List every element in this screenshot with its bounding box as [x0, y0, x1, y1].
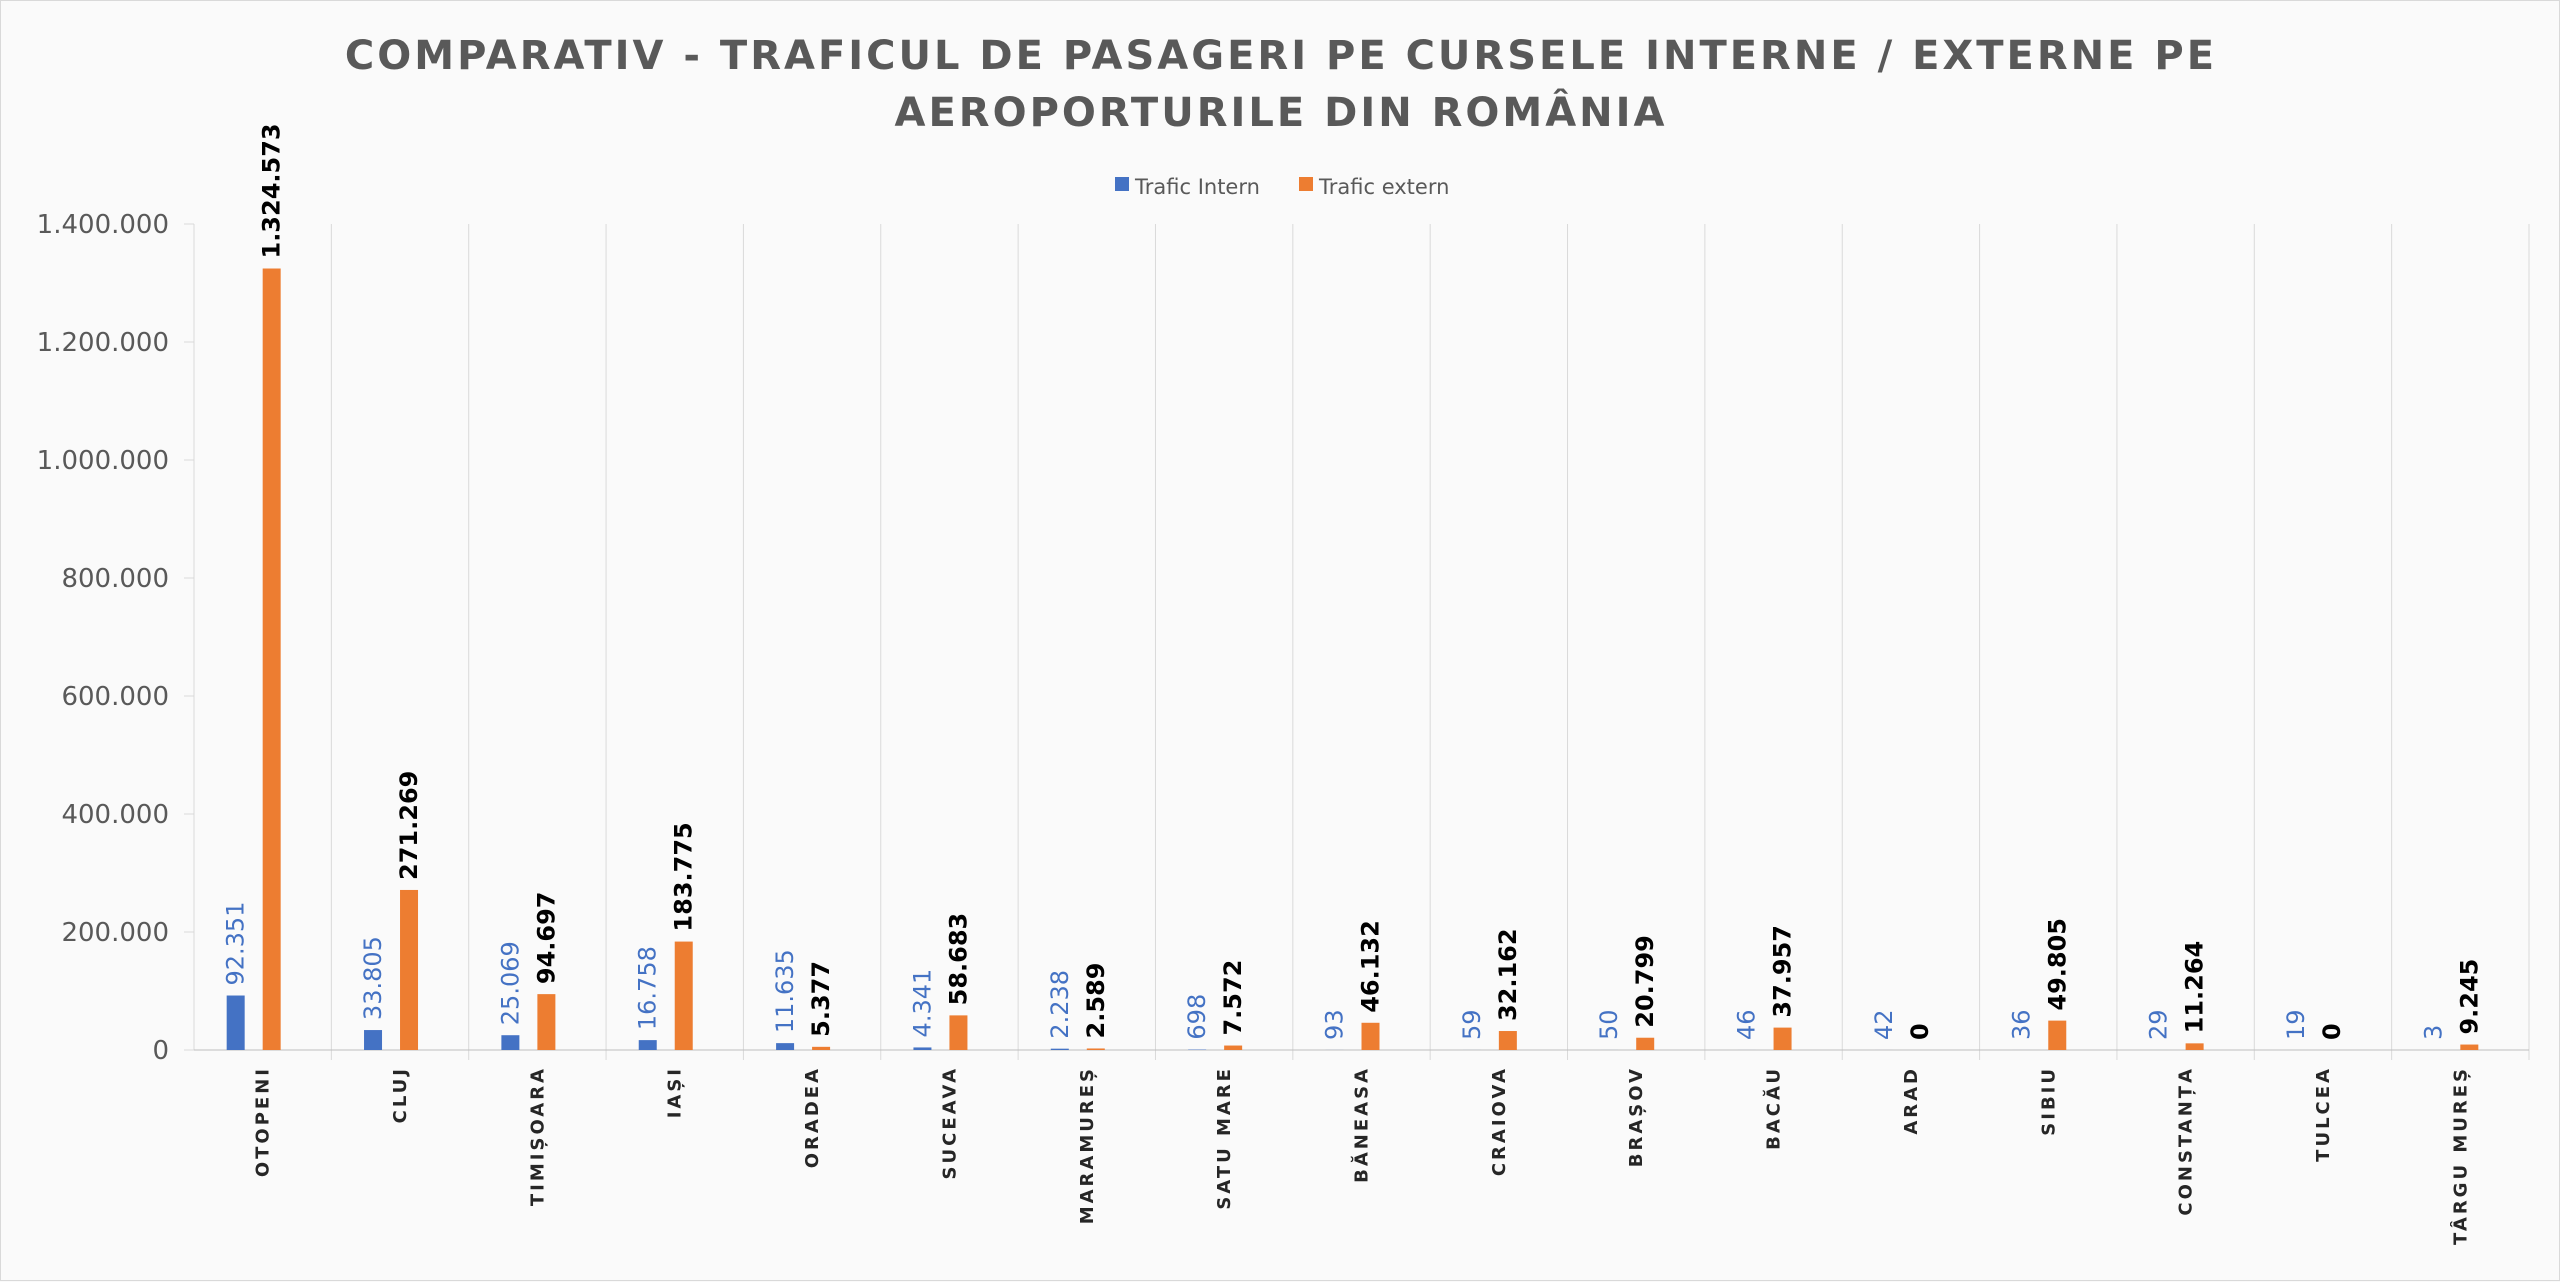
- bar-intern[interactable]: [1051, 1049, 1069, 1050]
- data-label-extern: 0: [2318, 1023, 2346, 1040]
- x-tick-label: TIMIȘOARA: [527, 1066, 548, 1206]
- bar-intern[interactable]: [364, 1030, 382, 1050]
- y-tick-label: 1.000.000: [37, 446, 169, 476]
- y-tick-label: 200.000: [61, 918, 169, 948]
- data-label-intern: 16.758: [634, 946, 662, 1030]
- y-tick-label: 1.200.000: [37, 328, 169, 358]
- y-tick-label: 1.400.000: [37, 210, 169, 240]
- data-label-extern: 7.572: [1219, 960, 1247, 1036]
- x-tick-label: SUCEAVA: [939, 1066, 960, 1179]
- bar-extern[interactable]: [1087, 1048, 1105, 1050]
- data-label-extern: 58.683: [944, 913, 972, 1006]
- data-label-intern: 698: [1183, 994, 1211, 1040]
- x-tick-label: OTOPENI: [253, 1066, 274, 1177]
- bar-extern[interactable]: [949, 1015, 967, 1050]
- bar-extern[interactable]: [1499, 1031, 1517, 1050]
- data-label-extern: 183.775: [670, 822, 698, 931]
- bars: [227, 269, 2479, 1050]
- bar-extern[interactable]: [400, 890, 418, 1050]
- x-tick-label: ORADEA: [802, 1066, 823, 1168]
- data-label-extern: 5.377: [807, 961, 835, 1037]
- bar-extern[interactable]: [537, 994, 555, 1050]
- data-label-intern: 11.635: [771, 949, 799, 1033]
- legend-label-extern[interactable]: Trafic extern: [1318, 175, 1449, 199]
- data-label-intern: 50: [1595, 1009, 1623, 1040]
- bar-intern[interactable]: [227, 996, 245, 1050]
- x-tick-label: BĂNEASA: [1351, 1066, 1373, 1183]
- data-label-extern: 94.697: [532, 892, 560, 985]
- data-labels: 92.351 33.805 25.069 16.758 11.635 4.341 2.238…: [222, 123, 2484, 1040]
- data-label-intern: 3: [2419, 1025, 2447, 1040]
- data-label-intern: 59: [1458, 1009, 1486, 1040]
- bar-extern[interactable]: [1362, 1023, 1380, 1050]
- data-label-intern: 25.069: [496, 941, 524, 1025]
- x-tick-label: SIBIU: [2038, 1066, 2059, 1136]
- data-label-extern: 271.269: [395, 771, 423, 880]
- data-label-extern: 9.245: [2455, 959, 2483, 1035]
- x-tick-label: IAȘI: [665, 1066, 686, 1118]
- bar-extern[interactable]: [263, 269, 281, 1050]
- y-tick-label: 600.000: [61, 682, 169, 712]
- data-label-extern: 46.132: [1357, 920, 1385, 1013]
- data-label-intern: 2.238: [1046, 970, 1074, 1039]
- x-tick-label: CRAIOVA: [1489, 1066, 1510, 1176]
- data-label-extern: 2.589: [1082, 963, 1110, 1039]
- x-tick-label: ARAD: [1901, 1066, 1922, 1135]
- x-tick-label: SATU MARE: [1214, 1066, 1235, 1210]
- bar-extern[interactable]: [1224, 1046, 1242, 1050]
- data-label-extern: 32.162: [1494, 928, 1522, 1021]
- x-axis: OTOPENI CLUJ TIMIȘOARA IAȘI ORADEA SUCEAVA MAR…: [253, 1066, 2472, 1245]
- chart-title-line-2: AEROPORTURILE DIN ROMÂNIA: [895, 88, 1668, 136]
- x-tick-label: CLUJ: [390, 1066, 411, 1123]
- data-label-extern: 37.957: [1769, 925, 1797, 1018]
- x-tick-label: MARAMUREȘ: [1077, 1066, 1098, 1224]
- bar-extern[interactable]: [812, 1047, 830, 1050]
- x-tick-label: TÂRGU MUREȘ: [2449, 1066, 2471, 1245]
- x-tick-label: BRAȘOV: [1626, 1066, 1647, 1167]
- bar-intern[interactable]: [639, 1040, 657, 1050]
- y-axis: 0 200.000 400.000 600.000 800.000 1.000.000 1.…: [37, 210, 194, 1066]
- bar-extern[interactable]: [2460, 1045, 2478, 1050]
- y-tick-label: 0: [152, 1036, 169, 1066]
- data-label-extern: 49.805: [2043, 918, 2071, 1011]
- legend-swatch-extern: [1299, 177, 1313, 191]
- data-label-intern: 42: [1870, 1009, 1898, 1040]
- data-label-intern: 92.351: [222, 902, 250, 986]
- legend-swatch-intern: [1115, 177, 1129, 191]
- bar-intern[interactable]: [501, 1035, 519, 1050]
- x-tick-label: CONSTANȚA: [2176, 1066, 2197, 1216]
- data-label-intern: 4.341: [908, 969, 936, 1038]
- data-label-intern: 33.805: [359, 936, 387, 1020]
- bar-extern[interactable]: [1774, 1028, 1792, 1050]
- bar-extern[interactable]: [2186, 1043, 2204, 1050]
- x-tick-label: TULCEA: [2313, 1066, 2334, 1162]
- data-label-extern: 1.324.573: [258, 123, 286, 258]
- chart-title-line-1: COMPARATIV - TRAFICUL DE PASAGERI PE CUR…: [345, 33, 2217, 79]
- data-label-extern: 0: [1906, 1023, 1934, 1040]
- data-label-extern: 20.799: [1631, 935, 1659, 1028]
- data-label-intern: 29: [2145, 1009, 2173, 1040]
- x-tick-label: BACĂU: [1763, 1066, 1785, 1150]
- data-label-intern: 19: [2282, 1009, 2310, 1040]
- data-label-extern: 11.264: [2181, 941, 2209, 1034]
- bar-extern[interactable]: [1636, 1038, 1654, 1050]
- data-label-intern: 93: [1321, 1009, 1349, 1040]
- bar-intern[interactable]: [913, 1047, 931, 1050]
- y-tick-label: 800.000: [61, 564, 169, 594]
- y-tick-label: 400.000: [61, 800, 169, 830]
- bar-extern[interactable]: [2048, 1021, 2066, 1050]
- bar-extern[interactable]: [675, 942, 693, 1050]
- data-label-intern: 36: [2007, 1009, 2035, 1040]
- data-label-intern: 46: [1733, 1009, 1761, 1040]
- legend-label-intern[interactable]: Trafic Intern: [1134, 175, 1260, 199]
- bar-intern[interactable]: [776, 1043, 794, 1050]
